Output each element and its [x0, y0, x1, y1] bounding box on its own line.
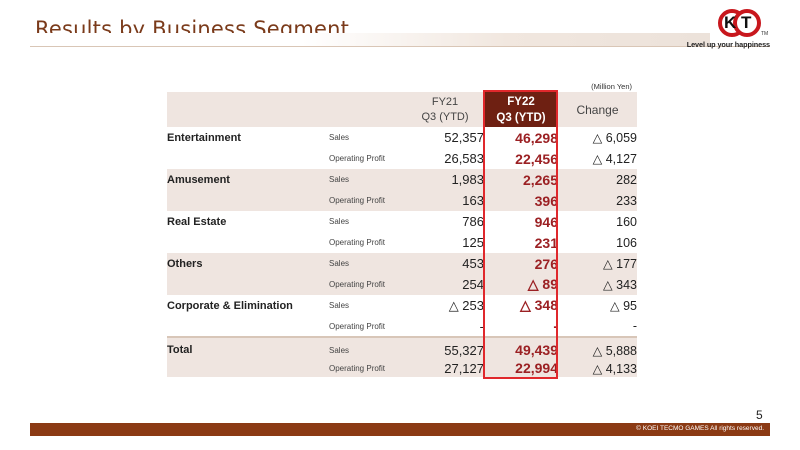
logo-letter-k: K	[724, 13, 737, 32]
segment-name: Amusement	[167, 169, 329, 190]
page-number: 5	[756, 408, 763, 422]
fy22-value: 276	[484, 253, 558, 274]
fy22-value: 22,456	[515, 150, 558, 167]
header-fy21-year: FY21	[431, 95, 459, 108]
change-value: △ 95	[610, 299, 637, 313]
fy22-value: 946	[534, 213, 558, 230]
fy22-value: 396	[484, 190, 558, 211]
table-row-total: Total Sales 55,327 49,439 △ 5,888	[167, 341, 637, 359]
change-value: 106	[616, 235, 637, 250]
fy22-value: 49,439	[484, 341, 558, 359]
unit-note: (Million Yen)	[591, 82, 632, 91]
table-row: Operating Profit 163 396 233	[167, 190, 637, 211]
metric-label: Operating Profit	[329, 190, 406, 211]
total-separator	[167, 336, 637, 341]
metric-label: Sales	[329, 133, 350, 142]
table-row: Operating Profit 125 231 106	[167, 232, 637, 253]
logo-tagline: Level up your happiness	[686, 40, 770, 49]
header-blank-metric	[329, 92, 406, 127]
segment-name: Others	[167, 253, 329, 274]
segment-name: Total	[167, 341, 329, 359]
change-value: △ 343	[558, 274, 637, 295]
fy21-value: 786	[462, 214, 484, 229]
table-row: Corporate & Elimination Sales △ 253 △ 34…	[167, 295, 637, 316]
fy21-value: 1,983	[406, 169, 484, 190]
header-fy22-period: Q3 (YTD)	[496, 111, 546, 124]
title-divider	[30, 46, 770, 47]
change-value: 233	[558, 190, 637, 211]
logo-trademark: TM	[761, 31, 769, 37]
metric-label: Sales	[329, 341, 406, 359]
table-row: Amusement Sales 1,983 2,265 282	[167, 169, 637, 190]
metric-label: Operating Profit	[329, 321, 386, 331]
table-row: Entertainment Sales 52,357 46,298 △ 6,05…	[167, 127, 637, 148]
table-row-total: Operating Profit 27,127 22,994 △ 4,133	[167, 359, 637, 377]
logo-ring-right	[733, 9, 761, 37]
change-value: △ 5,888	[558, 341, 637, 359]
fy22-value: 2,265	[484, 169, 558, 190]
metric-label: Sales	[329, 217, 350, 226]
fy21-value: 163	[406, 190, 484, 211]
header-fy21-period: Q3 (YTD)	[421, 110, 469, 123]
title-band	[30, 33, 710, 46]
header-change: Change	[558, 92, 637, 127]
header-fy22: FY22 Q3 (YTD)	[484, 92, 558, 127]
fy21-value: 55,327	[406, 341, 484, 359]
fy21-value: 125	[462, 235, 484, 250]
change-value: △ 6,059	[592, 131, 637, 145]
fy22-value: △ 348	[519, 297, 558, 313]
table-row: Others Sales 453 276 △ 177	[167, 253, 637, 274]
metric-label: Sales	[329, 253, 406, 274]
segment-name: Entertainment	[167, 131, 241, 144]
metric-label: Operating Profit	[329, 238, 386, 247]
change-value: 282	[558, 169, 637, 190]
metric-label: Operating Profit	[329, 274, 406, 295]
segment-name: Real Estate	[167, 215, 227, 228]
fy21-value: 27,127	[406, 359, 484, 377]
logo-letter-t: T	[741, 13, 752, 32]
fy22-value: △ 89	[484, 274, 558, 295]
table-row: Operating Profit - - -	[167, 316, 637, 337]
fy21-value: -	[479, 318, 484, 334]
fy22-value: 46,298	[515, 129, 558, 146]
change-value: △ 177	[558, 253, 637, 274]
change-value: △ 4,127	[592, 152, 637, 166]
table-row: Real Estate Sales 786 946 160	[167, 211, 637, 232]
fy21-value: 26,583	[444, 151, 484, 166]
header-fy22-year: FY22	[507, 95, 535, 108]
segment-name: Corporate & Elimination	[167, 299, 293, 312]
fy22-value: 231	[534, 234, 558, 251]
change-value: -	[632, 319, 637, 333]
metric-label: Sales	[329, 301, 350, 310]
copyright-text: © KOEI TECMO GAMES All rights reserved.	[636, 425, 764, 432]
table-header-row: FY21 Q3 (YTD) FY22 Q3 (YTD) Change	[167, 92, 637, 127]
metric-label: Operating Profit	[329, 154, 386, 163]
segment-results-table: FY21 Q3 (YTD) FY22 Q3 (YTD) Change Enter…	[167, 92, 637, 377]
fy21-value: 254	[406, 274, 484, 295]
fy21-value: 453	[406, 253, 484, 274]
header-fy21: FY21 Q3 (YTD)	[406, 92, 484, 127]
company-logo: K T	[718, 9, 762, 39]
footer-bar: © KOEI TECMO GAMES All rights reserved.	[30, 423, 770, 436]
fy22-value: 22,994	[484, 359, 558, 377]
fy21-value: △ 253	[448, 297, 484, 313]
table-row: Operating Profit 254 △ 89 △ 343	[167, 274, 637, 295]
header-blank-segment	[167, 92, 329, 127]
metric-label: Operating Profit	[329, 359, 406, 377]
table-row: Operating Profit 26,583 22,456 △ 4,127	[167, 148, 637, 169]
metric-label: Sales	[329, 169, 406, 190]
fy22-value: -	[553, 318, 558, 334]
change-value: 160	[616, 214, 637, 229]
fy21-value: 52,357	[444, 130, 484, 145]
change-value: △ 4,133	[558, 359, 637, 377]
